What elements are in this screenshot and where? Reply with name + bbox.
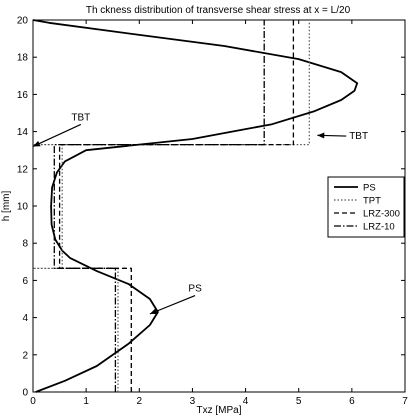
- x-tick-label: 0: [30, 396, 36, 407]
- legend-label: LRZ-10: [363, 222, 395, 233]
- x-tick-label: 6: [349, 396, 355, 407]
- annotation-label: TBT: [349, 131, 368, 142]
- x-tick-label: 4: [243, 396, 249, 407]
- x-axis-label: Txz [MPa]: [196, 405, 241, 416]
- annotation-arrow: [149, 295, 196, 315]
- legend: PS TPT LRZ-300 LRZ-10: [327, 176, 405, 238]
- annotation-arrow: [32, 123, 82, 148]
- y-tick-label: 16: [17, 90, 29, 101]
- y-tick-label: 2: [22, 350, 28, 361]
- annotation-arrow: [317, 132, 347, 139]
- y-tick-label: 20: [17, 16, 29, 27]
- annotation-label: PS: [188, 284, 202, 295]
- legend-label: LRZ-300: [363, 209, 400, 220]
- series-line-ps: [32, 19, 359, 393]
- y-tick-label: 10: [17, 202, 29, 213]
- y-tick-label: 0: [22, 388, 28, 399]
- x-tick-label: 7: [402, 396, 408, 407]
- y-tick-label: 6: [22, 276, 28, 287]
- legend-label: PS: [363, 183, 376, 194]
- y-tick-label: 8: [22, 239, 28, 250]
- series-line-lrz-300: [58, 20, 295, 392]
- annotation-label: TBT: [71, 112, 90, 123]
- x-tick-label: 3: [190, 396, 196, 407]
- y-tick-label: 12: [17, 164, 29, 175]
- y-tick-label: 18: [17, 53, 29, 64]
- y-tick-label: 14: [17, 127, 29, 138]
- y-axis-ticks: 0 2 4 6 8 10 12 14 16 18 20: [17, 16, 405, 399]
- y-axis-label: h [mm]: [1, 191, 12, 222]
- x-tick-label: 1: [83, 396, 89, 407]
- chart-title: Th ckness distribution of transverse she…: [86, 5, 351, 16]
- x-tick-label: 5: [296, 396, 302, 407]
- y-tick-label: 4: [22, 313, 28, 324]
- series-lines: [32, 19, 359, 393]
- x-axis-ticks: 0 1 2 3 4 5 6 7: [30, 20, 408, 407]
- legend-label: TPT: [363, 196, 381, 207]
- annotations: TBT TBT PS: [32, 112, 368, 315]
- series-line-lrz-10: [53, 20, 265, 392]
- x-tick-label: 2: [137, 396, 143, 407]
